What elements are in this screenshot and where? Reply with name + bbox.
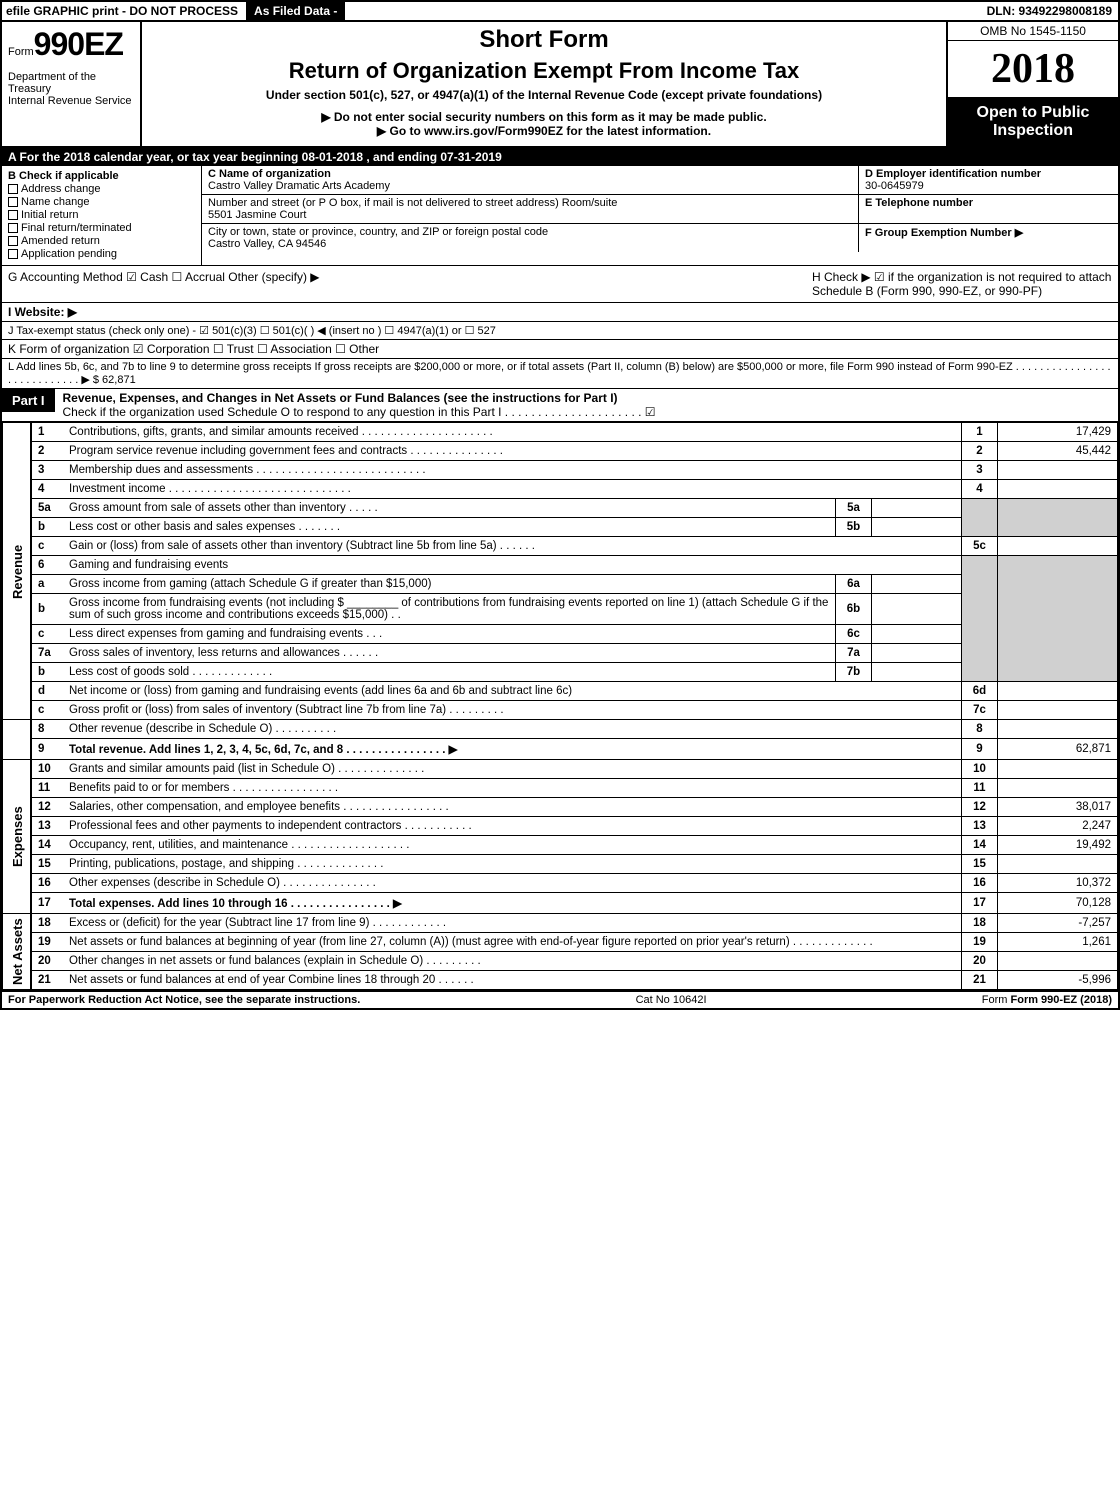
side-expenses: Expenses [3,760,32,914]
section-b: B Check if applicable Address change Nam… [2,166,202,265]
footer-left: For Paperwork Reduction Act Notice, see … [8,994,360,1006]
header-right: OMB No 1545-1150 2018 Open to Public Ins… [948,22,1118,146]
section-bcdef: B Check if applicable Address change Nam… [2,166,1118,266]
ein: 30-0645979 [865,180,924,192]
check-final-return[interactable]: Final return/terminated [8,222,195,234]
section-d: D Employer identification number 30-0645… [858,166,1118,194]
section-c-addr: Number and street (or P O box, if mail i… [202,195,858,223]
dept-treasury: Department of the Treasury [8,71,134,95]
section-c-city: City or town, state or province, country… [202,224,858,252]
line-2-desc: Program service revenue including govern… [63,442,962,461]
header: Form990EZ Department of the Treasury Int… [2,22,1118,148]
line-17-val: 70,128 [998,893,1118,914]
short-form-title: Short Form [152,26,936,54]
topbar: efile GRAPHIC print - DO NOT PROCESS As … [2,2,1118,22]
form-number: 990EZ [34,26,123,62]
check-name-change[interactable]: Name change [8,196,195,208]
check-address-change[interactable]: Address change [8,183,195,195]
form-page: efile GRAPHIC print - DO NOT PROCESS As … [0,0,1120,1010]
part-i-title: Revenue, Expenses, and Changes in Net As… [55,389,1118,421]
open-to-public: Open to Public Inspection [948,98,1118,146]
line-1-val: 17,429 [998,423,1118,442]
section-b-title: B Check if applicable [8,170,119,182]
org-name: Castro Valley Dramatic Arts Academy [208,180,390,192]
goto-note: ▶ Go to www.irs.gov/Form990EZ for the la… [152,124,936,138]
check-application-pending[interactable]: Application pending [8,248,195,260]
line-21-val: -5,996 [998,971,1118,990]
line-12-val: 38,017 [998,798,1118,817]
efile-label: efile GRAPHIC print - DO NOT PROCESS [2,2,242,20]
section-e: E Telephone number [858,195,1118,223]
footer: For Paperwork Reduction Act Notice, see … [2,990,1118,1008]
section-cdef: C Name of organization Castro Valley Dra… [202,166,1118,265]
row-i-website: I Website: ▶ [2,303,1118,322]
line-19-val: 1,261 [998,933,1118,952]
footer-center: Cat No 10642I [636,994,707,1006]
org-city: Castro Valley, CA 94546 [208,238,326,250]
line-1-desc: Contributions, gifts, grants, and simila… [63,423,962,442]
header-center: Short Form Return of Organization Exempt… [142,22,948,146]
footer-right: Form Form 990-EZ (2018) [982,994,1112,1006]
row-a-calendar-year: A For the 2018 calendar year, or tax yea… [2,148,1118,166]
part-i-header: Part I Revenue, Expenses, and Changes in… [2,389,1118,422]
omb-number: OMB No 1545-1150 [948,22,1118,41]
line-9-val: 62,871 [998,739,1118,760]
row-j-tax-exempt: J Tax-exempt status (check only one) - ☑… [2,322,1118,340]
line-13-val: 2,247 [998,817,1118,836]
under-section: Under section 501(c), 527, or 4947(a)(1)… [152,88,936,102]
part-i-label: Part I [2,389,55,412]
asfiled-label: As Filed Data - [246,2,345,20]
row-k-org-form: K Form of organization ☑ Corporation ☐ T… [2,340,1118,359]
return-title: Return of Organization Exempt From Incom… [152,58,936,84]
side-revenue: Revenue [3,423,32,720]
form-prefix: Form [8,46,34,58]
donot-note: ▶ Do not enter social security numbers o… [152,110,936,124]
side-net-assets: Net Assets [3,914,32,990]
topbar-left: efile GRAPHIC print - DO NOT PROCESS As … [2,2,345,20]
check-amended-return[interactable]: Amended return [8,235,195,247]
row-h: H Check ▶ ☑ if the organization is not r… [812,270,1112,298]
line-14-val: 19,492 [998,836,1118,855]
line-9-desc: Total revenue. Add lines 1, 2, 3, 4, 5c,… [63,739,962,760]
check-initial-return[interactable]: Initial return [8,209,195,221]
part-i-table: Revenue 1 Contributions, gifts, grants, … [2,422,1118,990]
header-left: Form990EZ Department of the Treasury Int… [2,22,142,146]
line-16-val: 10,372 [998,874,1118,893]
line-2-val: 45,442 [998,442,1118,461]
org-address: 5501 Jasmine Court [208,209,306,221]
line-18-val: -7,257 [998,914,1118,933]
section-c-name: C Name of organization Castro Valley Dra… [202,166,858,194]
irs-label: Internal Revenue Service [8,95,134,107]
gross-receipts-val: 62,871 [102,374,136,386]
row-gh: G Accounting Method ☑ Cash ☐ Accrual Oth… [2,266,1118,303]
dln-label: DLN: 93492298008189 [981,2,1118,20]
section-f: F Group Exemption Number ▶ [858,224,1118,252]
row-g: G Accounting Method ☑ Cash ☐ Accrual Oth… [8,270,812,298]
row-l-gross-receipts: L Add lines 5b, 6c, and 7b to line 9 to … [2,359,1118,389]
tax-year: 2018 [948,41,1118,98]
